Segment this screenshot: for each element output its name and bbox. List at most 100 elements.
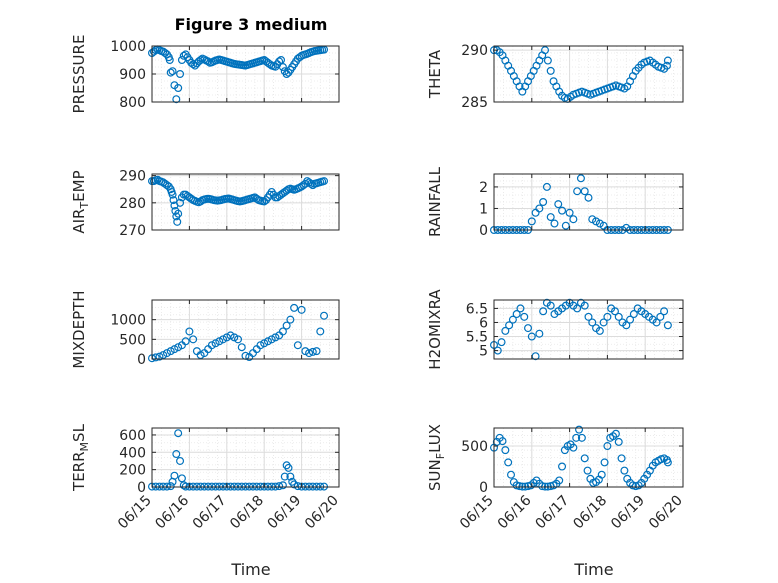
data-point: [580, 454, 589, 463]
y-tick-label: 6: [479, 315, 488, 331]
data-point: [588, 318, 597, 327]
data-point: [230, 333, 239, 342]
x-tick-label: 06/20: [646, 493, 686, 533]
data-point: [260, 339, 269, 348]
x-tick-label: 06/18: [227, 493, 267, 533]
data-point: [267, 335, 276, 344]
data-point: [554, 200, 563, 209]
y-tick-label: 285: [461, 95, 488, 111]
x-tick-label: 06/15: [457, 493, 497, 533]
data-point: [219, 335, 228, 344]
y-tick-label: 5: [479, 344, 488, 360]
data-series-pressure: [148, 45, 329, 104]
grid: [494, 428, 683, 487]
data-point: [286, 315, 295, 324]
data-point: [584, 312, 593, 321]
data-point: [176, 456, 185, 465]
grid: [494, 300, 683, 359]
data-point: [282, 186, 291, 195]
data-point: [626, 315, 635, 324]
data-point: [320, 177, 329, 186]
y-tick-label: 1000: [110, 313, 146, 329]
data-point: [263, 337, 272, 346]
data-point: [535, 329, 544, 338]
data-point: [558, 462, 567, 471]
subplot-h2omixra: 55.566.5 H2OMIXRA: [426, 289, 684, 370]
data-point: [614, 312, 623, 321]
data-point: [524, 324, 533, 333]
y-tick-label: 270: [119, 223, 146, 239]
data-point: [237, 343, 246, 352]
data-point: [555, 476, 564, 485]
y-axis-label: H2OMIXRA: [426, 289, 444, 370]
data-point: [306, 179, 315, 188]
data-series-air_temp: [148, 175, 329, 226]
data-point: [290, 480, 299, 489]
data-point: [527, 217, 536, 226]
data-point: [580, 301, 589, 310]
data-point: [174, 429, 183, 438]
data-point: [284, 463, 293, 472]
x-tick-label: 06/16: [495, 492, 535, 532]
data-point: [275, 482, 284, 491]
data-point: [278, 327, 287, 336]
data-point: [508, 315, 517, 324]
subplot-pressure: 800 900 1000 PRESSURE: [70, 35, 340, 113]
axes-box: [493, 173, 684, 231]
data-point: [497, 338, 506, 347]
x-tick-label: 06/17: [190, 493, 230, 533]
x-tick-label: 06/18: [570, 493, 610, 533]
data-series-h2omixra: [490, 298, 672, 361]
subplot-rainfall: 0 1 2 RAINFALL: [426, 166, 684, 239]
data-point: [286, 472, 295, 481]
grid: [494, 46, 683, 102]
data-point: [599, 318, 608, 327]
data-point: [539, 198, 548, 207]
data-point: [168, 67, 177, 76]
x-tick-label: 06/19: [608, 493, 648, 533]
data-point: [155, 352, 164, 361]
data-point: [595, 326, 604, 335]
data-point: [558, 206, 567, 215]
data-point: [169, 196, 178, 205]
data-point: [656, 312, 665, 321]
data-point: [583, 466, 592, 475]
data-point: [652, 318, 661, 327]
data-point: [576, 174, 585, 183]
x-tick-label: 06/20: [302, 493, 342, 533]
grid: [152, 300, 339, 359]
data-point: [527, 332, 536, 341]
y-tick-label: 800: [119, 95, 146, 111]
y-tick-label: 280: [119, 196, 146, 212]
data-point: [174, 83, 183, 92]
data-series-theta: [490, 46, 672, 103]
data-point: [546, 66, 555, 75]
data-point: [498, 437, 507, 446]
data-point: [660, 307, 669, 316]
data-point: [308, 347, 317, 356]
data-point: [277, 55, 286, 64]
y-tick-label: 0: [137, 352, 146, 368]
data-point: [226, 331, 235, 340]
data-point: [280, 472, 289, 481]
data-point: [512, 310, 521, 319]
data-point: [196, 351, 205, 360]
data-point: [179, 51, 188, 60]
data-point: [165, 55, 174, 64]
data-point: [535, 204, 544, 213]
data-point: [542, 182, 551, 191]
data-point: [577, 433, 586, 442]
data-point: [505, 321, 514, 330]
data-point: [569, 215, 578, 224]
axes-box: [151, 299, 340, 360]
data-point: [584, 193, 593, 202]
data-point: [290, 303, 299, 312]
y-tick-label: 0: [479, 480, 488, 496]
data-point: [546, 301, 555, 310]
y-tick-label: 290: [119, 169, 146, 185]
data-point: [320, 311, 329, 320]
data-point: [166, 482, 175, 491]
x-axis-label-right: Time: [573, 560, 613, 579]
x-tick-label: 06/17: [533, 493, 573, 533]
